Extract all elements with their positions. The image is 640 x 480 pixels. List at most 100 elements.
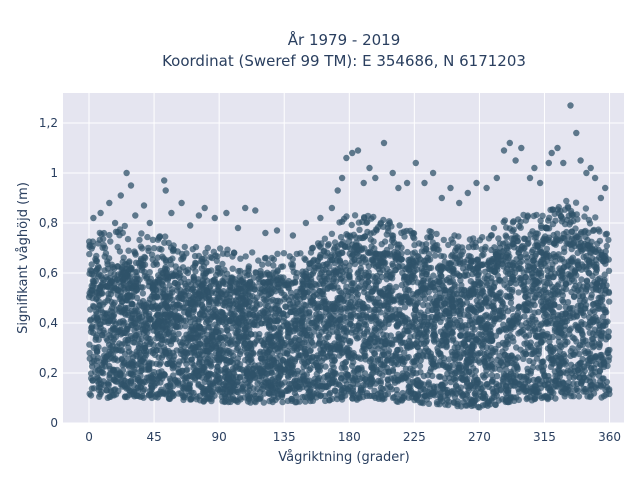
data-point	[100, 235, 107, 243]
data-point	[255, 257, 262, 264]
data-point	[237, 396, 244, 403]
data-point	[355, 334, 362, 341]
data-point	[502, 304, 509, 311]
data-point	[564, 299, 572, 306]
data-point	[425, 400, 433, 407]
data-point	[288, 261, 295, 268]
data-point	[507, 299, 515, 306]
data-point	[350, 359, 357, 366]
data-point	[343, 213, 350, 220]
data-point	[421, 248, 428, 255]
data-point	[170, 372, 177, 379]
data-point	[259, 261, 266, 268]
data-point	[318, 386, 325, 393]
data-point	[546, 338, 553, 345]
data-point	[388, 386, 395, 393]
data-point	[314, 262, 322, 270]
data-point	[576, 297, 584, 304]
data-point	[605, 236, 612, 244]
data-point	[581, 321, 588, 328]
data-point	[493, 372, 501, 380]
data-point	[599, 313, 607, 320]
data-point	[171, 279, 179, 287]
data-point	[354, 365, 362, 372]
data-point	[549, 220, 557, 228]
data-point	[379, 352, 386, 359]
data-point	[364, 278, 372, 285]
data-point	[242, 289, 249, 296]
data-point	[571, 270, 578, 277]
data-point	[541, 283, 549, 290]
data-point	[203, 337, 210, 344]
data-point	[543, 245, 551, 252]
data-point	[601, 276, 608, 284]
data-point	[575, 393, 583, 400]
data-point	[561, 245, 568, 252]
data-point	[94, 354, 102, 361]
data-point	[530, 376, 537, 384]
data-point	[260, 340, 267, 348]
data-point	[261, 255, 269, 262]
data-point	[423, 241, 430, 248]
data-point	[229, 265, 236, 272]
data-point	[86, 349, 93, 357]
data-point	[375, 223, 382, 231]
data-point	[433, 230, 440, 238]
data-point	[124, 355, 131, 362]
data-point	[353, 294, 361, 301]
data-point	[338, 374, 345, 382]
data-point	[520, 355, 527, 362]
data-point	[280, 250, 288, 257]
data-point	[348, 221, 355, 229]
data-point	[293, 250, 300, 258]
data-point	[256, 301, 264, 308]
data-point	[335, 381, 342, 388]
data-point	[496, 307, 503, 314]
data-point	[181, 243, 188, 251]
data-point	[506, 243, 513, 250]
data-point	[470, 379, 478, 386]
data-point	[328, 230, 336, 237]
data-point	[596, 275, 603, 282]
data-point	[508, 352, 515, 359]
data-point	[554, 230, 561, 237]
data-point	[229, 253, 236, 260]
data-point	[126, 258, 133, 265]
data-point	[190, 274, 197, 281]
data-point	[481, 374, 488, 381]
data-point	[156, 361, 163, 368]
data-point	[291, 278, 299, 286]
data-point	[185, 292, 193, 299]
data-point	[292, 322, 299, 330]
data-point	[484, 402, 491, 409]
data-point	[570, 380, 577, 387]
data-point	[219, 250, 227, 257]
data-point	[109, 317, 117, 325]
data-point	[89, 377, 96, 384]
data-point	[448, 236, 455, 243]
data-point	[555, 209, 562, 217]
data-point	[132, 251, 139, 258]
data-point	[107, 269, 114, 276]
data-point	[467, 278, 474, 285]
data-point	[404, 248, 411, 256]
data-point	[346, 273, 353, 280]
data-point	[361, 288, 368, 296]
data-point	[339, 360, 346, 368]
data-point	[348, 253, 355, 260]
data-point	[210, 248, 217, 255]
data-point	[555, 203, 562, 211]
data-point	[453, 244, 460, 252]
data-point	[516, 222, 523, 230]
data-point	[501, 341, 508, 348]
data-point	[396, 222, 403, 229]
data-point	[279, 263, 287, 270]
data-point	[466, 312, 473, 320]
data-point	[570, 293, 578, 300]
data-point	[371, 325, 378, 332]
data-point	[215, 368, 222, 375]
data-point	[177, 278, 184, 286]
data-point	[513, 344, 520, 351]
data-point	[514, 354, 522, 361]
data-point	[107, 238, 114, 245]
